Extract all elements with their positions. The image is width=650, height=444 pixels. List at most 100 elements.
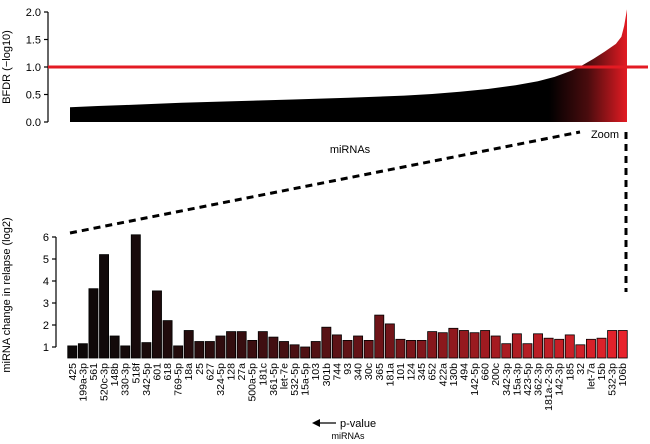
bfdr-x-axis-label: miRNAs: [330, 144, 371, 156]
bar: [363, 339, 374, 359]
bar-label: 148b: [109, 363, 121, 387]
bar-label: 532-5p: [289, 363, 301, 396]
bar: [173, 345, 184, 359]
bar: [289, 344, 300, 359]
bar: [141, 342, 152, 359]
bar-label: 494: [458, 363, 470, 381]
bar-label: 103: [310, 363, 322, 381]
zoom-guide-left: [69, 130, 581, 235]
p-value-arrow: [312, 419, 336, 427]
change-y-tick-label: 3: [43, 298, 49, 310]
bar-label: 652: [427, 363, 439, 381]
bar: [88, 288, 99, 359]
bfdr-curve-area: [70, 9, 627, 122]
bar-label: 425: [67, 363, 79, 381]
p-value-label: p-value: [340, 418, 376, 430]
bar-label: 423-5p: [522, 363, 534, 396]
bar-label: 181a-2-3p: [543, 363, 555, 411]
bar-label: 142-5p: [469, 363, 481, 396]
bar-label: 627: [204, 363, 216, 381]
bar: [427, 331, 438, 359]
bfdr-y-tick-label: 2.0: [26, 7, 41, 19]
bar-label: 365: [374, 363, 386, 381]
bar-label: 142-3p: [554, 363, 566, 396]
bar-label: 769-5p: [173, 363, 185, 396]
bar-label: 199a-3p: [77, 363, 89, 402]
bar-label: 301b: [321, 363, 333, 387]
change-y-tick-label: 5: [43, 254, 49, 266]
bar-label: 660: [480, 363, 492, 381]
bar: [194, 341, 205, 359]
bar: [152, 290, 162, 359]
bar: [554, 338, 565, 359]
bar-label: 561: [88, 363, 100, 381]
bar-label: 361-5p: [268, 363, 280, 396]
bar: [215, 335, 226, 359]
bfdr-y-ticks: 0.0 0.5 1.0 1.5 2.0: [26, 7, 48, 129]
bar-label: 15b: [596, 363, 608, 381]
bar-label: 32: [575, 363, 587, 375]
change-y-tick-label: 1: [43, 342, 49, 354]
bar: [469, 332, 480, 359]
bar: [384, 323, 395, 359]
change-y-ticks: 1 2 3 4 5 6: [43, 232, 56, 354]
bar: [279, 341, 289, 359]
bar: [522, 343, 533, 359]
change-y-tick-label: 2: [43, 320, 49, 332]
bar-label: 520c-3p: [99, 363, 111, 401]
bar: [437, 332, 448, 359]
bar-label: let-7a: [586, 363, 598, 389]
bar-label: 345: [416, 363, 428, 381]
bar-category-labels: 425199a-3p561520c-3p148b330-3p518f342-5p…: [67, 363, 629, 411]
bar: [109, 335, 120, 359]
bar: [564, 334, 575, 359]
bar-label: 128: [226, 363, 238, 381]
bar-label: 106b: [617, 363, 629, 387]
bar-label: 518f: [130, 363, 142, 384]
bar: [617, 330, 628, 359]
change-y-tick-label: 6: [43, 232, 49, 244]
bar: [511, 333, 522, 359]
bar: [596, 337, 607, 359]
bar: [586, 338, 596, 359]
bar-label: 181a: [384, 363, 396, 387]
bar-label: 130b: [448, 363, 460, 387]
bar-label: 93: [342, 363, 354, 375]
bar: [490, 335, 501, 359]
bar: [162, 320, 173, 359]
bar: [268, 336, 279, 359]
bar-label: 181c: [257, 363, 269, 386]
bar: [130, 234, 141, 359]
bar: [342, 339, 353, 359]
bar: [406, 339, 416, 359]
bar: [226, 331, 237, 359]
bar: [533, 333, 543, 359]
bar: [310, 341, 321, 359]
bar: [204, 341, 215, 359]
bar-label: 330-3p: [120, 363, 132, 396]
bar-label: 30c: [363, 363, 375, 380]
bar-label: 342-5p: [141, 363, 153, 396]
bar-label: 200c: [490, 363, 502, 386]
bar: [501, 343, 512, 359]
bar: [331, 334, 342, 359]
bar-label: 15a-3p: [511, 363, 523, 396]
bar: [395, 338, 406, 359]
bar-label: let-7e: [279, 363, 291, 389]
bfdr-y-tick-label: 0.5: [26, 90, 41, 102]
change-y-tick-label: 4: [43, 276, 49, 288]
bar-label: 27a: [236, 363, 248, 381]
bar-label: 500a-5p: [247, 363, 259, 402]
zoom-annotation: Zoom: [591, 129, 619, 141]
bar: [607, 330, 618, 359]
bar: [99, 254, 110, 359]
bfdr-y-tick-label: 1.5: [26, 35, 41, 47]
bar-label: 324-5p: [215, 363, 227, 396]
bar: [448, 327, 459, 359]
bar: [300, 346, 311, 359]
bar-label: 185: [564, 363, 576, 381]
bar: [67, 345, 78, 359]
bar: [120, 345, 131, 359]
